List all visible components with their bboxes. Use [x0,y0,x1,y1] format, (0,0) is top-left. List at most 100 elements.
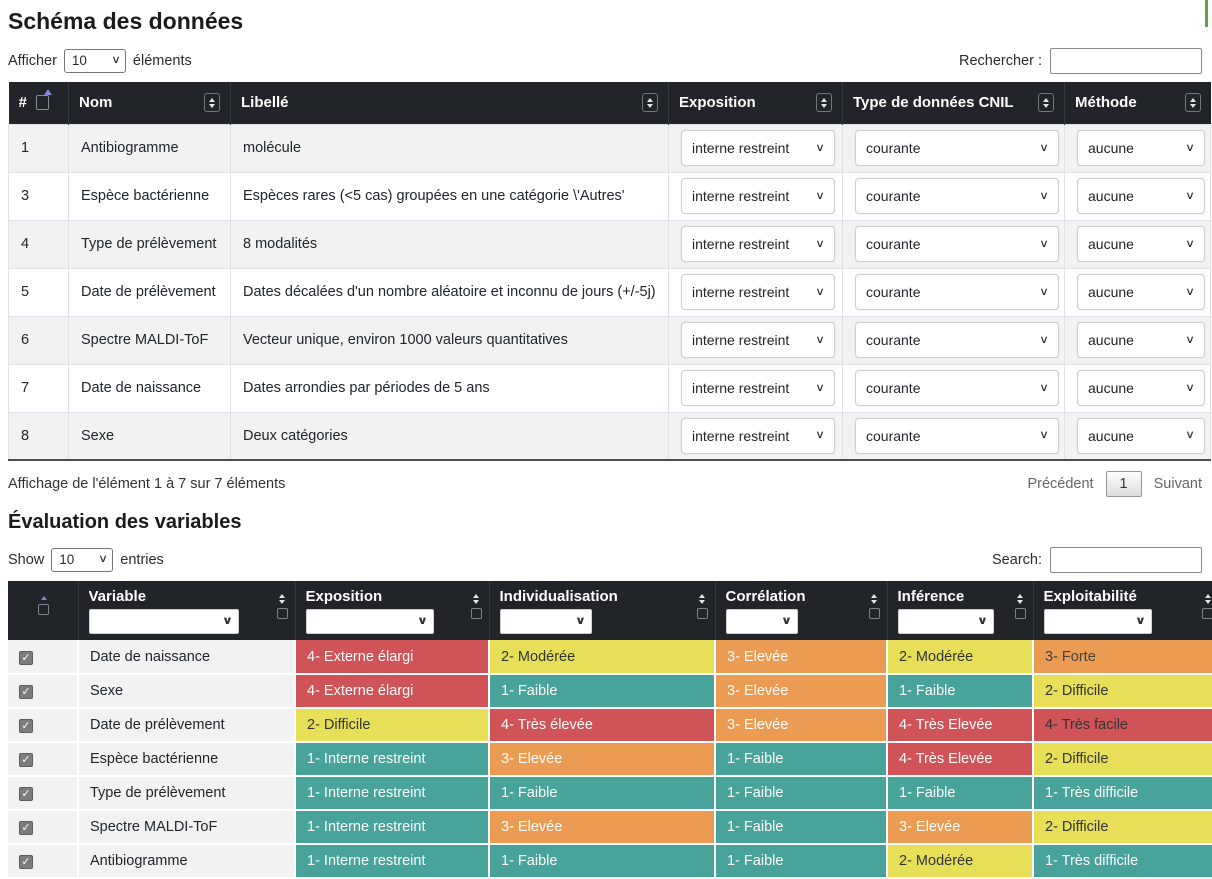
rating-cell: 1- Très difficile [1032,776,1212,811]
filter-select-inference[interactable]: ∨ [897,609,994,634]
column-header-correlation[interactable]: Corrélation ∨ [714,581,887,640]
sort-icon[interactable] [642,93,658,113]
cnil-select[interactable]: courante ∨ [855,274,1059,310]
row-number: 3 [8,171,69,221]
cnil-select[interactable]: courante ∨ [855,370,1059,406]
libelle-cell: Dates arrondies par périodes de 5 ans [230,363,669,413]
cnil-cell: courante ∨ [842,267,1065,317]
table-row: 3 Espèce bactérienne Espèces rares (<5 cas… [8,171,1211,221]
sort-icon[interactable] [1202,594,1212,619]
exposition-select[interactable]: interne restreint ∨ [681,274,835,310]
sort-icon[interactable] [1184,93,1201,113]
cnil-select[interactable]: courante ∨ [855,322,1059,358]
methode-select[interactable]: aucune ∨ [1077,322,1205,358]
row-checkbox[interactable] [19,753,33,767]
schema-table: # Nom Libellé Exposition Type de données… [8,82,1211,461]
column-header-libelle[interactable]: Libellé [230,82,669,124]
sort-icon[interactable] [1038,93,1054,113]
column-header-variable[interactable]: Variable ∨ [77,581,295,640]
checkbox-cell [8,708,78,743]
rating-cell: 4- Très Elevée [886,742,1033,777]
column-header-exposition[interactable]: Exposition [668,82,843,124]
rating-cell: 3- Forte [1032,640,1212,675]
sort-icon[interactable] [816,93,832,113]
rating-cell: 4- Externe élargi [294,674,489,709]
methode-select[interactable]: aucune ∨ [1077,370,1205,406]
methode-select[interactable]: aucune ∨ [1077,417,1205,454]
filter-select-variable[interactable]: ∨ [88,609,239,634]
methode-select[interactable]: aucune ∨ [1077,274,1205,310]
variable-cell: Date de prélèvement [77,708,295,743]
chevron-down-icon: ∨ [1184,429,1196,442]
next-page-button[interactable]: Suivant [1153,476,1202,492]
column-header-exploitabilite[interactable]: Exploitabilité ∨ [1032,581,1212,640]
methode-select[interactable]: aucune ∨ [1077,178,1205,214]
chevron-down-icon: ∨ [1184,189,1196,202]
select-all-checkbox[interactable] [38,604,50,615]
exposition-select[interactable]: interne restreint ∨ [681,417,835,454]
sort-icon[interactable] [204,93,220,113]
exposition-cell: interne restreint ∨ [668,267,843,317]
chevron-down-icon: ∨ [1184,141,1196,154]
column-header-methode[interactable]: Méthode [1064,82,1211,124]
row-checkbox[interactable] [19,821,33,835]
nom-cell: Date de naissance [68,363,231,413]
filter-select-correlation[interactable]: ∨ [725,609,798,634]
page-1-button[interactable]: 1 [1105,471,1142,497]
sort-icon[interactable] [470,594,482,619]
sort-icon[interactable] [696,594,708,619]
rating-cell: 1- Faible [714,810,887,845]
methode-select[interactable]: aucune ∨ [1077,130,1205,166]
methode-cell: aucune ∨ [1064,123,1211,173]
search-input[interactable] [1050,47,1202,74]
row-checkbox[interactable] [19,650,33,665]
methode-select[interactable]: aucune ∨ [1077,226,1205,262]
exposition-select[interactable]: interne restreint ∨ [681,370,835,406]
cnil-select[interactable]: courante ∨ [855,417,1059,454]
cnil-cell: courante ∨ [842,315,1065,365]
rating-cell: 1- Faible [714,844,887,879]
exposition-select[interactable]: interne restreint ∨ [681,178,835,214]
chevron-down-icon: ∨ [814,141,826,154]
column-header-num[interactable]: # [8,82,69,124]
column-header-cnil[interactable]: Type de données CNIL [842,82,1065,124]
previous-page-button[interactable]: Précédent [1027,476,1094,492]
cnil-cell: courante ∨ [842,219,1065,269]
sort-icon[interactable] [276,594,288,619]
filter-select-individualisation[interactable]: ∨ [499,609,592,634]
column-header-nom[interactable]: Nom [68,82,231,124]
sort-icon[interactable] [1014,594,1026,619]
exposition-select[interactable]: interne restreint ∨ [681,322,835,358]
filter-select-exploitabilite[interactable]: ∨ [1043,609,1152,634]
row-checkbox[interactable] [19,719,33,733]
page-length-select[interactable]: 10 ∨ [63,48,126,73]
chevron-down-icon: ∨ [814,285,826,298]
eval-table-controls: Show 10 ∨ entries Search: [8,546,1202,573]
column-header-inference[interactable]: Inférence ∨ [886,581,1033,640]
row-checkbox[interactable] [19,685,33,699]
column-header-exposition[interactable]: Exposition ∨ [294,581,489,640]
chevron-down-icon: ∨ [814,189,826,202]
rating-cell: 1- Interne restreint [294,742,489,777]
rating-cell: 2- Modérée [488,640,715,675]
exposition-select[interactable]: interne restreint ∨ [681,130,835,166]
chevron-down-icon: ∨ [1184,381,1196,394]
cnil-select[interactable]: courante ∨ [855,178,1059,214]
row-checkbox[interactable] [19,855,33,869]
sort-ascending-icon[interactable] [37,596,50,615]
rating-cell: 2- Modérée [886,844,1033,879]
cnil-select[interactable]: courante ∨ [855,226,1059,262]
row-checkbox[interactable] [19,787,33,801]
cnil-select[interactable]: courante ∨ [855,130,1059,166]
column-header-select-all[interactable] [8,581,78,640]
exposition-select[interactable]: interne restreint ∨ [681,226,835,262]
search-input[interactable] [1050,546,1202,573]
page-length-select[interactable]: 10 ∨ [51,547,114,572]
sort-ascending-icon[interactable] [36,89,53,111]
sort-icon[interactable] [868,594,880,619]
rating-cell: 1- Interne restreint [294,776,489,811]
column-header-individualisation[interactable]: Individualisation ∨ [488,581,715,640]
filter-select-exposition[interactable]: ∨ [305,609,434,634]
